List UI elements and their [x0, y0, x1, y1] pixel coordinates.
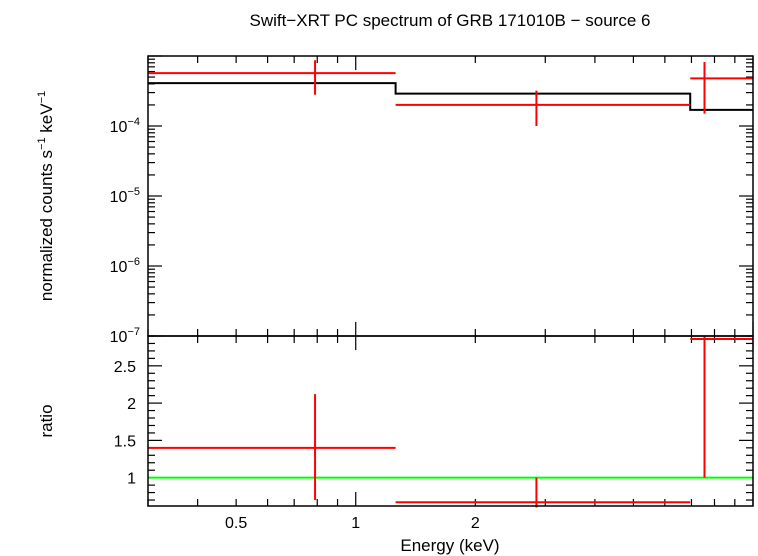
y-tick-base: 10 [110, 119, 128, 136]
y-tick-label: 1 [127, 471, 136, 488]
y-tick-exponent: −5 [127, 186, 140, 198]
top-panel-model [148, 82, 753, 111]
top-panel-ticks [147, 55, 754, 337]
y-label-main: normalized counts s [37, 150, 56, 301]
x-tick-labels: 0.5 1 2 [225, 515, 480, 532]
y-tick-label: 10−7 [110, 326, 140, 346]
y-label-exponent-2: −1 [36, 91, 48, 104]
y-tick-label: 10−4 [110, 116, 140, 136]
data-point [395, 477, 691, 508]
model-step-line [148, 82, 753, 111]
y-axis-label-bottom: ratio [37, 404, 56, 437]
bottom-panel-frame [147, 335, 754, 507]
x-tick-label: 0.5 [225, 515, 247, 532]
y-label-mid: keV [37, 103, 56, 138]
y-tick-base: 10 [110, 259, 128, 276]
y-tick-exponent: −7 [127, 326, 140, 338]
y-tick-base: 10 [110, 329, 128, 346]
bottom-panel-y-tick-labels: 1 1.5 2 2.5 [114, 359, 136, 488]
data-point [395, 90, 691, 126]
data-point [690, 336, 753, 478]
data-point [148, 60, 396, 95]
chart-title: Swift−XRT PC spectrum of GRB 171010B − s… [250, 11, 651, 30]
data-point [148, 394, 396, 501]
y-tick-label: 10−5 [110, 186, 140, 206]
bottom-panel-data [148, 336, 753, 508]
y-tick-exponent: −4 [127, 116, 140, 128]
top-panel-data [148, 60, 753, 126]
x-axis-label: Energy (keV) [400, 536, 499, 555]
data-point [690, 62, 753, 114]
y-tick-exponent: −6 [127, 256, 140, 268]
y-tick-base: 10 [110, 189, 128, 206]
y-label-exponent-1: −1 [36, 137, 48, 150]
top-panel-frame [147, 55, 754, 337]
x-tick-label: 1 [351, 515, 360, 532]
y-axis-label-top: normalized counts s−1 keV−1 [36, 91, 56, 301]
bottom-panel-ticks [147, 335, 754, 506]
y-tick-label: 10−6 [110, 256, 140, 276]
y-tick-label: 2.5 [114, 359, 136, 376]
y-tick-label: 1.5 [114, 433, 136, 450]
x-tick-label: 2 [471, 515, 480, 532]
y-tick-label: 2 [127, 396, 136, 413]
top-panel-y-tick-labels: 10−410−510−610−7 [110, 116, 140, 346]
